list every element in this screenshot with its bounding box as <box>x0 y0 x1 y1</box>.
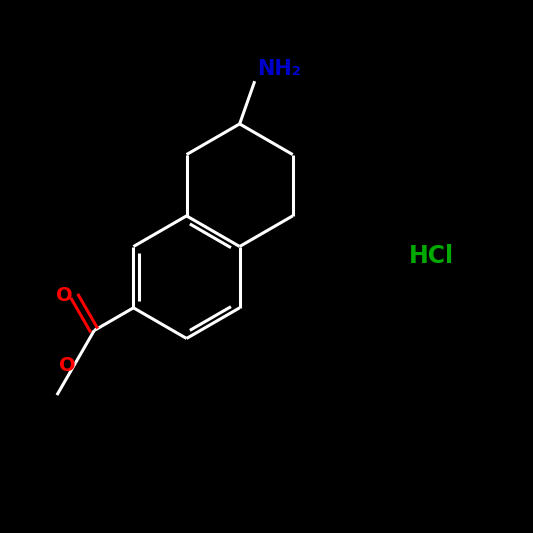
Text: NH₂: NH₂ <box>257 59 301 78</box>
Text: HCl: HCl <box>409 244 454 268</box>
Text: O: O <box>56 286 73 305</box>
Text: O: O <box>59 356 76 375</box>
